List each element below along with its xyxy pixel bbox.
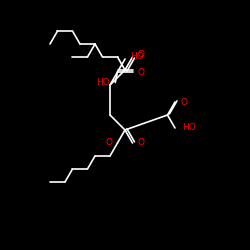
Text: HO: HO xyxy=(130,52,144,61)
Text: O: O xyxy=(138,68,144,76)
Text: O: O xyxy=(180,98,187,106)
Text: O: O xyxy=(138,50,144,59)
Text: HO: HO xyxy=(96,78,110,87)
Text: O: O xyxy=(138,138,144,147)
Text: HO: HO xyxy=(182,124,196,132)
Text: O: O xyxy=(106,138,112,147)
